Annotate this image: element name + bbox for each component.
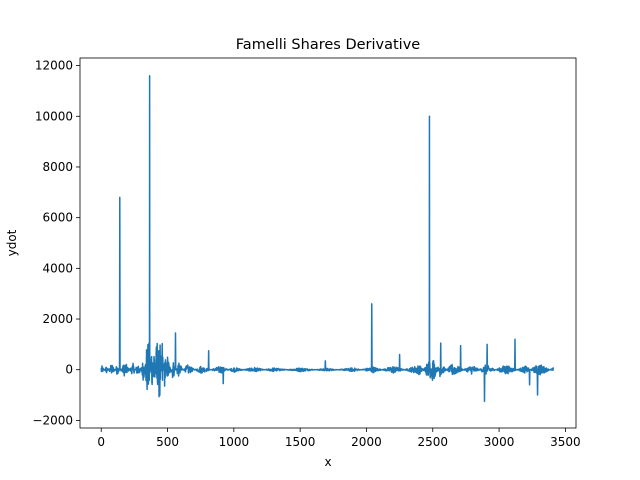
x-tick-label: 0	[97, 435, 105, 449]
x-tick-label: 2500	[417, 435, 448, 449]
x-axis: 0 500 1000 1500 2000 2500 3000 3500	[97, 428, 581, 449]
plot-frame	[79, 57, 577, 429]
chart-title: Famelli Shares Derivative	[236, 37, 420, 53]
y-tick-label: 12000	[35, 59, 73, 73]
y-axis-label: ydot	[5, 229, 19, 256]
x-tick-label: 1000	[219, 435, 250, 449]
x-tick-label: 3000	[484, 435, 515, 449]
x-tick-label: 500	[156, 435, 179, 449]
x-tick-label: 3500	[550, 435, 581, 449]
series-line	[100, 74, 555, 403]
y-tick-label: 0	[65, 363, 73, 377]
y-axis: −2000 0 2000 4000 6000 8000 10000 12000	[32, 59, 80, 427]
y-tick-label: 8000	[42, 160, 73, 174]
plot-area	[100, 74, 555, 403]
x-axis-label: x	[324, 455, 331, 469]
y-tick-label: 4000	[42, 261, 73, 275]
y-tick-label: 10000	[35, 109, 73, 123]
y-tick-label: 2000	[42, 312, 73, 326]
x-tick-label: 1500	[285, 435, 316, 449]
x-tick-label: 2000	[351, 435, 382, 449]
y-tick-label: −2000	[32, 413, 73, 427]
y-tick-label: 6000	[42, 211, 73, 225]
